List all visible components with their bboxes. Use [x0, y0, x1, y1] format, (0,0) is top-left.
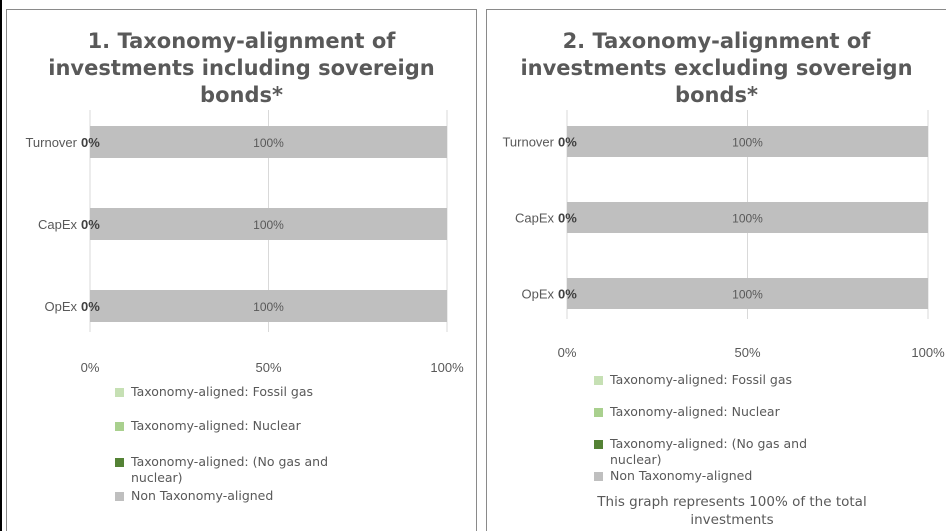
- chart-title-line-3: bonds*: [675, 83, 758, 107]
- category-label: OpEx: [521, 287, 554, 302]
- footnote-line-1: This graph represents 100% of the total: [597, 494, 867, 510]
- legend-label: Taxonomy-aligned: Nuclear: [131, 418, 301, 433]
- legend-swatch: [594, 408, 603, 417]
- category-label: Turnover: [25, 135, 77, 150]
- legend-swatch: [115, 492, 124, 501]
- aligned-data-label: 0%: [558, 287, 577, 302]
- legend-label: Non Taxonomy-aligned: [131, 488, 274, 503]
- bar-non-taxonomy-aligned: [90, 126, 447, 158]
- chart-title-line-2: investments including sovereign: [48, 56, 435, 80]
- footnote-line-2: investments: [690, 512, 774, 528]
- bar-non-taxonomy-aligned: [567, 126, 928, 157]
- bar-data-label: 100%: [253, 218, 284, 232]
- category-label: CapEx: [38, 217, 78, 232]
- chart-title-line-1: 2. Taxonomy-alignment of: [562, 29, 871, 53]
- chart-title: 2. Taxonomy-alignment of investments exc…: [487, 28, 946, 109]
- aligned-data-label: 0%: [81, 299, 100, 314]
- aligned-data-label: 0%: [558, 135, 577, 150]
- legend-swatch: [594, 472, 603, 481]
- legend-swatch: [115, 388, 124, 397]
- legend-label-line: Taxonomy-aligned: (No gas and: [131, 454, 329, 469]
- chart-panel-including-sovereign-bonds: 1. Taxonomy-alignment of investments inc…: [6, 9, 477, 531]
- legend-label: Taxonomy-aligned: (No gas and nuclear): [610, 436, 830, 468]
- left-edge-divider: [0, 0, 2, 531]
- aligned-data-label: 0%: [81, 217, 100, 232]
- bar-chart-svg: Turnover 0% 100%CapEx 0% 100%OpEx 0% 100%0% 50%…: [25, 110, 464, 375]
- x-tick-label: 100%: [911, 345, 945, 360]
- chart-footnote: This graph represents 100% of the total …: [567, 493, 897, 529]
- legend-label-line: nuclear): [610, 452, 662, 467]
- legend-label: Taxonomy-aligned: Fossil gas: [131, 384, 314, 399]
- legend-label: Taxonomy-aligned: Nuclear: [610, 404, 780, 419]
- chart-title-line-2: investments excluding sovereign: [520, 56, 913, 80]
- category-label: OpEx: [44, 299, 77, 314]
- x-tick-label: 50%: [255, 360, 281, 375]
- legend-label: Taxonomy-aligned: Fossil gas: [610, 372, 793, 387]
- legend-label-line: Taxonomy-aligned: (No gas and: [610, 436, 808, 451]
- bar-data-label: 100%: [253, 300, 284, 314]
- category-label: Turnover: [502, 135, 554, 150]
- chart-panel-excluding-sovereign-bonds: 2. Taxonomy-alignment of investments exc…: [486, 9, 946, 531]
- legend-swatch: [594, 376, 603, 385]
- x-tick-label: 0%: [558, 345, 577, 360]
- chart-title: 1. Taxonomy-alignment of investments inc…: [7, 28, 476, 109]
- bar-data-label: 100%: [253, 136, 284, 150]
- aligned-data-label: 0%: [558, 211, 577, 226]
- bar-non-taxonomy-aligned: [90, 290, 447, 322]
- bar-data-label: 100%: [732, 136, 763, 150]
- bar-data-label: 100%: [732, 212, 763, 226]
- bar-data-label: 100%: [732, 288, 763, 302]
- legend-swatch: [594, 440, 603, 449]
- bar-non-taxonomy-aligned: [567, 202, 928, 233]
- bar-chart-svg: Turnover 0% 100%CapEx 0% 100%OpEx 0% 100%0% 50%…: [502, 110, 945, 360]
- x-tick-label: 50%: [734, 345, 760, 360]
- category-label: CapEx: [515, 211, 555, 226]
- legend-label: Non Taxonomy-aligned: [610, 468, 753, 483]
- bar-non-taxonomy-aligned: [90, 208, 447, 240]
- x-tick-label: 100%: [430, 360, 464, 375]
- chart-title-line-1: 1. Taxonomy-alignment of: [87, 29, 396, 53]
- bar-non-taxonomy-aligned: [567, 278, 928, 309]
- legend-swatch: [115, 458, 124, 467]
- legend-label-line: nuclear): [131, 470, 183, 485]
- legend-swatch: [115, 422, 124, 431]
- aligned-data-label: 0%: [81, 135, 100, 150]
- legend-label: Taxonomy-aligned: (No gas and nuclear): [131, 454, 351, 486]
- x-tick-label: 0%: [81, 360, 100, 375]
- chart-title-line-3: bonds*: [200, 83, 283, 107]
